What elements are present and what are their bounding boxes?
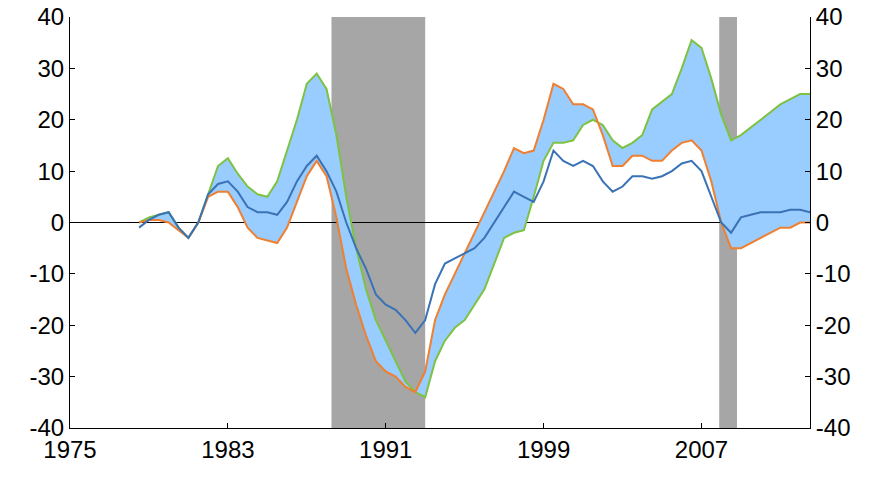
svg-text:2007: 2007 (675, 436, 728, 463)
svg-text:20: 20 (37, 106, 64, 133)
svg-text:-20: -20 (816, 312, 851, 339)
svg-text:-10: -10 (816, 260, 851, 287)
svg-text:0: 0 (51, 209, 64, 236)
svg-text:10: 10 (37, 158, 64, 185)
svg-text:0: 0 (816, 209, 829, 236)
svg-text:40: 40 (37, 3, 64, 30)
svg-text:-40: -40 (816, 414, 851, 441)
svg-text:-30: -30 (30, 363, 65, 390)
svg-text:30: 30 (37, 55, 64, 82)
svg-text:1999: 1999 (517, 436, 570, 463)
svg-text:30: 30 (816, 55, 843, 82)
svg-text:20: 20 (816, 106, 843, 133)
svg-text:-40: -40 (30, 414, 65, 441)
svg-text:1975: 1975 (43, 436, 96, 463)
svg-text:-20: -20 (30, 312, 65, 339)
svg-text:-10: -10 (30, 260, 65, 287)
svg-text:-30: -30 (816, 363, 851, 390)
svg-text:40: 40 (816, 3, 843, 30)
svg-text:1983: 1983 (201, 436, 254, 463)
svg-text:10: 10 (816, 158, 843, 185)
svg-text:1991: 1991 (359, 436, 412, 463)
